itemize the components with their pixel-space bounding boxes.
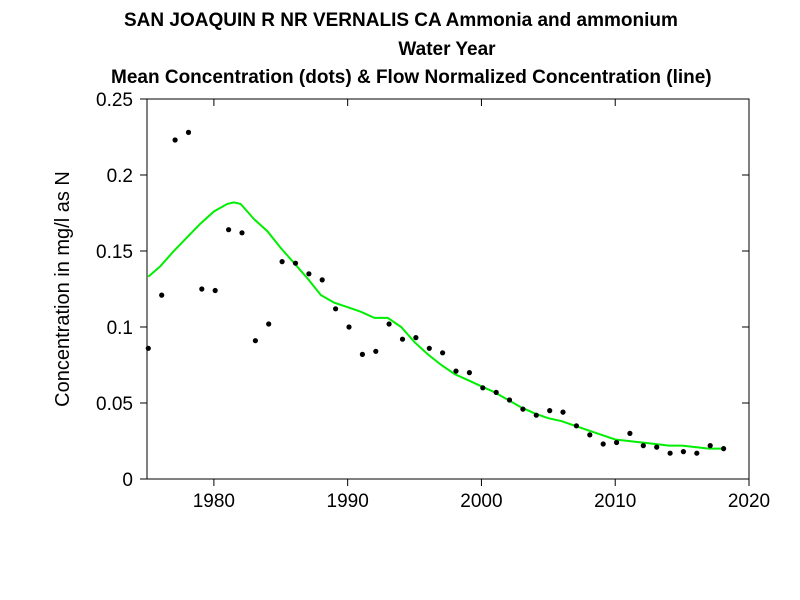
mean-concentration-point — [199, 286, 205, 292]
mean-concentration-point — [506, 397, 513, 403]
mean-concentration-point — [640, 443, 646, 449]
mean-concentration-point — [373, 348, 379, 354]
mean-concentration-point — [252, 338, 258, 344]
y-axis-label: Concentration in mg/l as N — [52, 171, 74, 407]
mean-concentration-point — [239, 230, 245, 236]
chart-subtitle-water-year: Water Year — [398, 39, 496, 60]
y-tick-label: 0.1 — [107, 318, 133, 339]
chart-title: SAN JOAQUIN R NR VERNALIS CA Ammonia and… — [124, 10, 678, 31]
mean-concentration-point — [145, 345, 151, 351]
mean-concentration-point — [466, 370, 472, 376]
mean-concentration-point — [292, 260, 299, 266]
mean-concentration-point — [493, 389, 499, 395]
mean-concentration-point — [386, 321, 392, 327]
mean-concentration-point — [614, 439, 620, 446]
mean-concentration-point — [413, 335, 419, 341]
y-tick-label: 0.25 — [96, 90, 133, 111]
x-tick-label: 1990 — [327, 491, 369, 512]
mean-concentration-point — [159, 292, 165, 298]
mean-concentration-point — [627, 430, 633, 436]
mean-concentration-point — [547, 408, 553, 414]
mean-concentration-point — [440, 350, 446, 356]
y-tick-label: 0.2 — [107, 166, 133, 187]
mean-concentration-point — [346, 324, 352, 330]
x-tick-label: 2000 — [460, 491, 502, 512]
mean-concentration-point — [453, 368, 459, 374]
y-axis: 0 0.05 0.1 0.15 0.2 0.25 — [96, 90, 749, 491]
mean-concentration-point — [667, 450, 673, 456]
y-tick-label: 0 — [122, 470, 133, 491]
mean-concentration-point — [212, 287, 218, 294]
y-tick-label: 0.15 — [96, 242, 133, 263]
series-layer — [145, 129, 727, 456]
mean-concentration-point — [359, 351, 365, 357]
mean-concentration-point — [226, 227, 232, 233]
mean-concentration-point — [279, 259, 285, 265]
mean-concentration-point — [587, 432, 593, 438]
mean-concentration-point — [707, 443, 713, 449]
mean-concentration-point — [333, 306, 339, 312]
x-axis: 1980 1990 2000 2010 2020 — [193, 99, 770, 512]
mean-concentration-point — [533, 412, 539, 418]
chart-subtitle-description: Mean Concentration (dots) & Flow Normali… — [111, 67, 712, 88]
mean-concentration-point — [520, 406, 526, 412]
mean-concentration-point — [426, 345, 432, 351]
mean-concentration-point — [480, 385, 486, 391]
mean-concentration-point — [573, 423, 580, 429]
mean-concentration-point — [319, 277, 325, 283]
x-tick-label: 1980 — [193, 491, 235, 512]
mean-concentration-point — [654, 444, 660, 450]
mean-concentration-point — [306, 271, 312, 277]
flow-normalized-line — [147, 201, 724, 450]
x-tick-label: 2020 — [728, 491, 770, 512]
mean-concentration-point — [680, 449, 687, 455]
y-tick-label: 0.05 — [96, 394, 133, 415]
mean-concentration-point — [560, 409, 566, 415]
mean-concentration-point — [721, 446, 727, 452]
mean-concentration-point — [399, 336, 406, 342]
mean-concentration-point — [600, 441, 606, 447]
mean-concentration-point — [185, 129, 192, 135]
mean-concentration-point — [172, 137, 178, 143]
mean-concentration-point — [266, 321, 272, 327]
mean-concentration-point — [694, 450, 700, 456]
x-tick-label: 2010 — [594, 491, 636, 512]
plot-frame — [146, 98, 750, 480]
